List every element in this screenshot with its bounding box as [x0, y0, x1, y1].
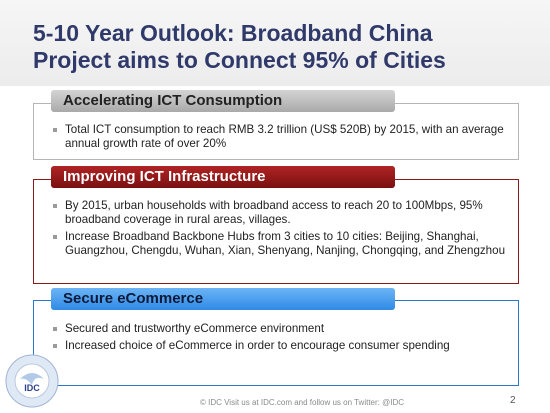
section-ict-infrastructure-heading: Improving ICT Infrastructure [51, 166, 395, 188]
title-line-1: 5-10 Year Outlook: Broadband China [33, 20, 433, 46]
bullet-item: Increased choice of eCommerce in order t… [53, 339, 513, 353]
svg-text:IDC: IDC [24, 383, 40, 393]
section-secure-ecommerce-heading: Secure eCommerce [51, 288, 395, 310]
title-band [0, 0, 550, 86]
bullet-item: Total ICT consumption to reach RMB 3.2 t… [53, 123, 513, 151]
bullet-item: Increase Broadband Backbone Hubs from 3 … [53, 230, 513, 258]
section-ict-infrastructure-bullets: By 2015, urban households with broadband… [53, 199, 513, 261]
section-secure-ecommerce-bullets: Secured and trustworthy eCommerce enviro… [53, 322, 513, 356]
footer-text: © IDC Visit us at IDC.com and follow us … [200, 398, 405, 407]
section-ict-consumption-heading: Accelerating ICT Consumption [51, 90, 395, 112]
section-ict-consumption-box [33, 103, 519, 160]
idc-global-research-logo: IDC [5, 354, 59, 408]
section-secure-ecommerce-box [33, 300, 519, 386]
section-ict-consumption-bullets: Total ICT consumption to reach RMB 3.2 t… [53, 123, 513, 154]
slide-title: 5-10 Year Outlook: Broadband China Proje… [33, 20, 533, 74]
bullet-item: Secured and trustworthy eCommerce enviro… [53, 322, 513, 336]
bullet-item: By 2015, urban households with broadband… [53, 199, 513, 227]
section-ict-infrastructure-box [33, 179, 519, 284]
page-number: 2 [510, 395, 516, 406]
title-line-2: Project aims to Connect 95% of Cities [33, 47, 446, 73]
